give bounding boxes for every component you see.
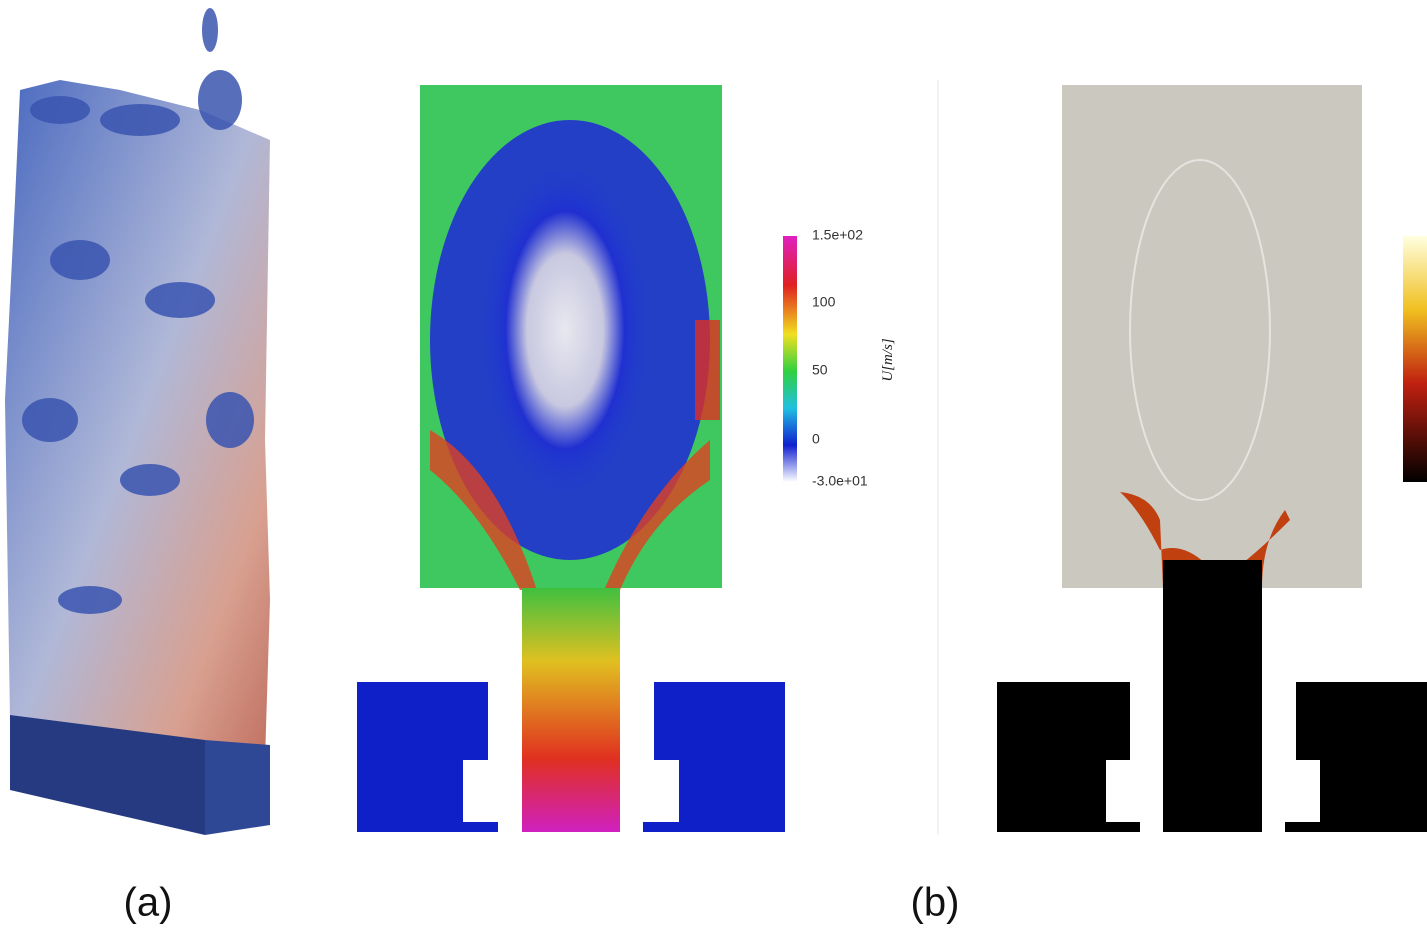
colorbar-tick: 1.5e+02 — [812, 227, 863, 243]
panel-label: (a) — [124, 881, 173, 925]
colorbar-tick: 100 — [812, 294, 836, 310]
colorbar-tick: 0 — [812, 431, 820, 447]
panel-a-isosurface — [5, 8, 270, 835]
panel-label: (b) — [911, 881, 960, 925]
colorbar-title: U[m/s] — [880, 338, 896, 382]
panel-b-field — [997, 85, 1427, 832]
velocity-field: 1.5e+02 100 50 0 -3.0e+01 U[m/s] — [357, 85, 896, 832]
colorbar-tick: 50 — [812, 362, 828, 378]
figure: 1.5e+02 100 50 0 -3.0e+01 U[m/s] (a) (b) — [0, 0, 1427, 932]
colorbar-tick: -3.0e+01 — [812, 473, 868, 489]
